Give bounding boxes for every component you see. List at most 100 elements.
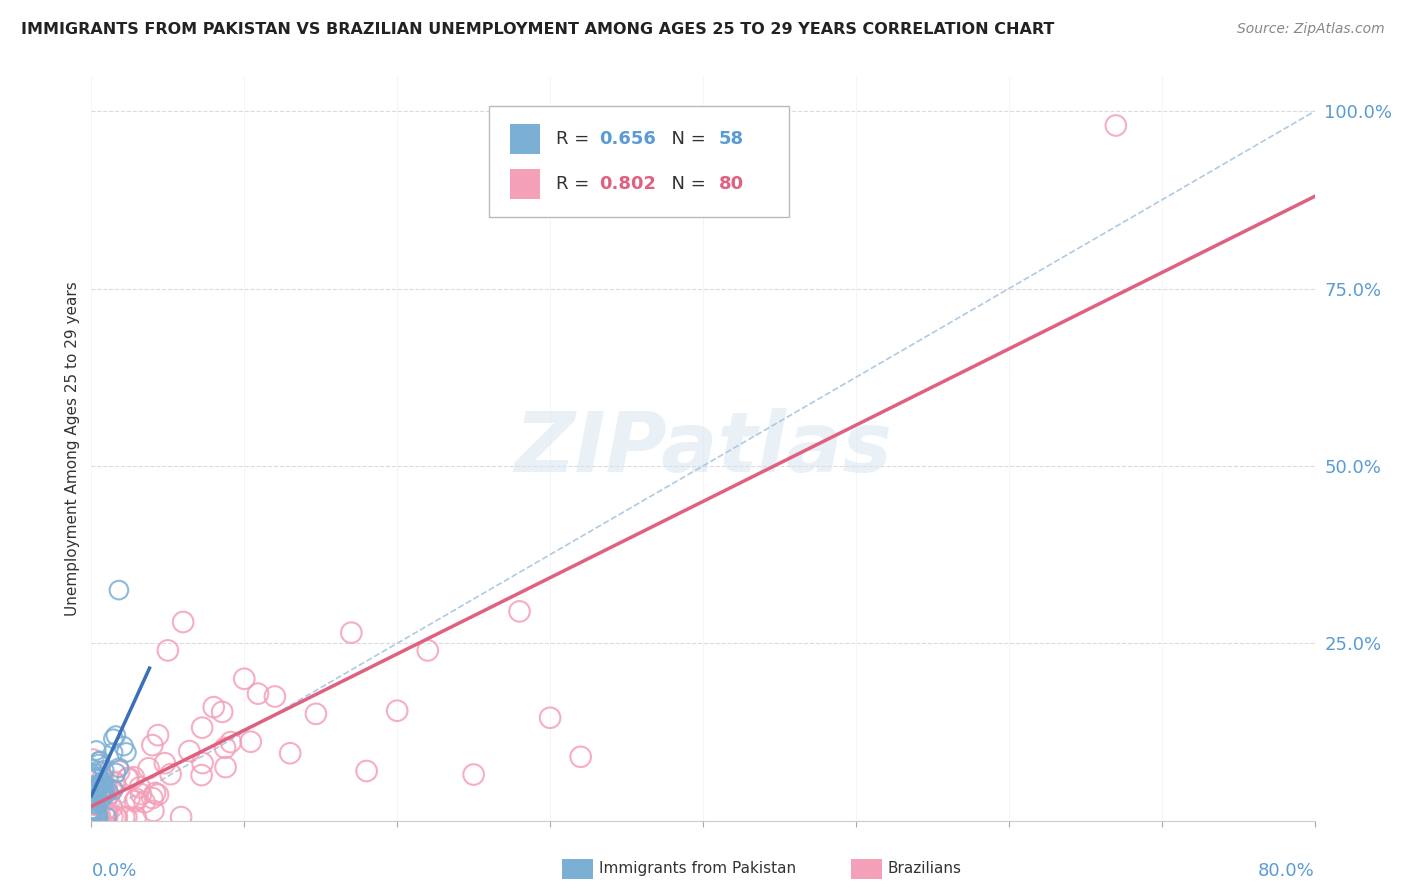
- Point: [305, 706, 328, 721]
- Point: [569, 749, 592, 764]
- Point: [94, 791, 117, 805]
- Point: [84, 797, 107, 812]
- Point: [278, 746, 301, 760]
- Point: [108, 583, 131, 598]
- Point: [84, 797, 107, 811]
- Text: Source: ZipAtlas.com: Source: ZipAtlas.com: [1237, 22, 1385, 37]
- Point: [86, 810, 108, 824]
- Point: [129, 787, 152, 801]
- Point: [143, 786, 166, 800]
- Point: [247, 687, 270, 701]
- Point: [86, 810, 108, 824]
- Point: [80, 762, 103, 776]
- Point: [84, 783, 107, 797]
- Point: [86, 810, 108, 824]
- Bar: [510, 124, 540, 154]
- Point: [84, 810, 107, 824]
- Point: [191, 756, 214, 770]
- Point: [83, 803, 105, 817]
- Text: Immigrants from Pakistan: Immigrants from Pakistan: [599, 862, 796, 876]
- Point: [90, 790, 112, 805]
- Point: [82, 779, 104, 793]
- Point: [84, 794, 107, 808]
- Point: [125, 792, 148, 806]
- Point: [115, 746, 138, 760]
- Point: [239, 735, 262, 749]
- Point: [82, 810, 104, 824]
- Text: IMMIGRANTS FROM PAKISTAN VS BRAZILIAN UNEMPLOYMENT AMONG AGES 25 TO 29 YEARS COR: IMMIGRANTS FROM PAKISTAN VS BRAZILIAN UN…: [21, 22, 1054, 37]
- FancyBboxPatch shape: [489, 105, 789, 218]
- Point: [84, 792, 107, 806]
- Bar: [510, 169, 540, 199]
- Point: [83, 766, 105, 780]
- Point: [94, 803, 117, 817]
- Point: [104, 729, 127, 743]
- Point: [83, 797, 105, 811]
- Point: [117, 771, 139, 785]
- Point: [91, 775, 114, 789]
- Point: [86, 798, 108, 813]
- Text: N =: N =: [661, 175, 711, 193]
- Point: [87, 764, 110, 778]
- Point: [89, 810, 111, 824]
- Point: [86, 805, 108, 819]
- Point: [97, 788, 120, 802]
- Point: [146, 728, 169, 742]
- Text: 0.656: 0.656: [599, 130, 657, 148]
- Point: [89, 754, 111, 768]
- Point: [416, 643, 439, 657]
- Point: [96, 805, 118, 819]
- Point: [86, 783, 108, 797]
- Text: ZIPatlas: ZIPatlas: [515, 408, 891, 489]
- Point: [86, 779, 108, 793]
- Point: [463, 767, 485, 781]
- Point: [82, 752, 104, 766]
- Point: [89, 754, 111, 768]
- Point: [264, 690, 287, 704]
- Point: [191, 721, 214, 735]
- Point: [93, 780, 115, 794]
- Text: 0.0%: 0.0%: [91, 862, 136, 880]
- Point: [84, 794, 107, 808]
- Point: [93, 789, 115, 804]
- Point: [94, 784, 117, 798]
- Point: [179, 744, 201, 758]
- Point: [214, 740, 236, 755]
- Point: [538, 711, 561, 725]
- Point: [141, 791, 163, 805]
- Point: [89, 794, 111, 808]
- Point: [211, 705, 233, 719]
- Point: [138, 761, 160, 775]
- Point: [86, 810, 108, 824]
- Point: [86, 809, 108, 823]
- Point: [118, 791, 141, 805]
- Point: [89, 789, 111, 804]
- Point: [385, 704, 409, 718]
- Point: [233, 672, 256, 686]
- Point: [83, 810, 105, 824]
- Point: [159, 767, 181, 781]
- Point: [83, 793, 105, 807]
- Point: [146, 788, 169, 802]
- Point: [108, 764, 131, 779]
- Point: [112, 810, 135, 824]
- Text: R =: R =: [557, 130, 595, 148]
- Y-axis label: Unemployment Among Ages 25 to 29 years: Unemployment Among Ages 25 to 29 years: [65, 281, 80, 615]
- Point: [86, 770, 108, 784]
- Point: [156, 643, 179, 657]
- Point: [96, 792, 118, 806]
- Point: [82, 767, 104, 781]
- Text: 80.0%: 80.0%: [1258, 862, 1315, 880]
- Point: [128, 780, 150, 795]
- Point: [87, 757, 110, 772]
- Point: [96, 810, 118, 824]
- Point: [80, 810, 103, 824]
- Point: [96, 806, 118, 821]
- Point: [356, 764, 378, 778]
- Point: [97, 785, 120, 799]
- Point: [96, 780, 118, 795]
- Point: [101, 800, 124, 814]
- Point: [90, 776, 112, 790]
- Point: [82, 782, 104, 797]
- Point: [125, 810, 148, 824]
